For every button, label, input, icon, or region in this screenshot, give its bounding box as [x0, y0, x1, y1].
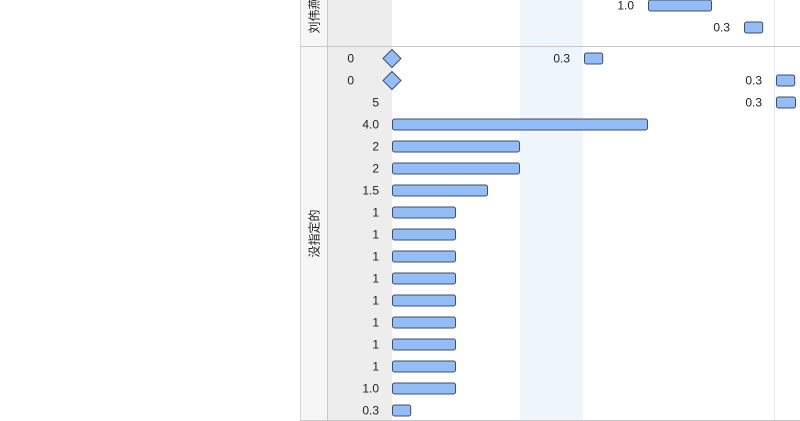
row-value-label: 1.5: [362, 184, 379, 198]
row-value-label: 0.3: [362, 404, 379, 418]
bar[interactable]: [776, 74, 796, 87]
milestone-marker[interactable]: [382, 70, 402, 91]
gray-band: [328, 0, 392, 421]
row-value-label: 1: [372, 206, 379, 220]
bars-layer: 1.0 0.3 0 0.3 0 0.3 5 0.3 4.0 2 2 1.5 1 1 1 1 1 1 1 1 1.0 0.3: [347, 0, 796, 418]
bar-value-label: 0.3: [745, 96, 762, 110]
bar[interactable]: [392, 316, 456, 329]
left-blank-area: [0, 0, 300, 421]
row-value-label: 1: [372, 294, 379, 308]
bar[interactable]: [392, 206, 456, 219]
bar[interactable]: [392, 140, 520, 153]
bar[interactable]: [392, 294, 456, 307]
bar[interactable]: [392, 404, 412, 417]
bar[interactable]: [392, 184, 488, 197]
bar-value-label: 0.3: [745, 74, 762, 88]
row-value-label: 1: [372, 338, 379, 352]
bar[interactable]: [392, 162, 520, 175]
row-value-label: 1: [372, 316, 379, 330]
row-value-label: 5: [372, 96, 379, 110]
row-value-label: 0: [347, 52, 354, 66]
bar[interactable]: [648, 0, 712, 12]
row-value-label: 4.0: [362, 118, 379, 132]
blue-band: [520, 0, 583, 421]
bar[interactable]: [392, 228, 456, 241]
row-value-label: 1: [372, 228, 379, 242]
bar-value-label: 0.3: [713, 21, 730, 35]
bar[interactable]: [392, 382, 456, 395]
row-value-label: 2: [372, 162, 379, 176]
row-value-label: 0: [347, 74, 354, 88]
bar[interactable]: [392, 118, 648, 131]
bar[interactable]: [584, 52, 604, 65]
bar-value-label: 0.3: [553, 52, 570, 66]
row-value-label: 2: [372, 140, 379, 154]
bar[interactable]: [776, 96, 796, 109]
bar[interactable]: [392, 360, 456, 373]
row-value-label: 1: [372, 272, 379, 286]
milestone-marker[interactable]: [382, 48, 402, 69]
bar[interactable]: [392, 338, 456, 351]
bar[interactable]: [744, 21, 764, 34]
bar-value-label: 1.0: [617, 0, 634, 13]
bar[interactable]: [392, 272, 456, 285]
bar[interactable]: [392, 250, 456, 263]
row-value-label: 1: [372, 360, 379, 374]
row-value-label: 1: [372, 250, 379, 264]
row-value-label: 1.0: [362, 382, 379, 396]
header-column: [300, 0, 327, 421]
